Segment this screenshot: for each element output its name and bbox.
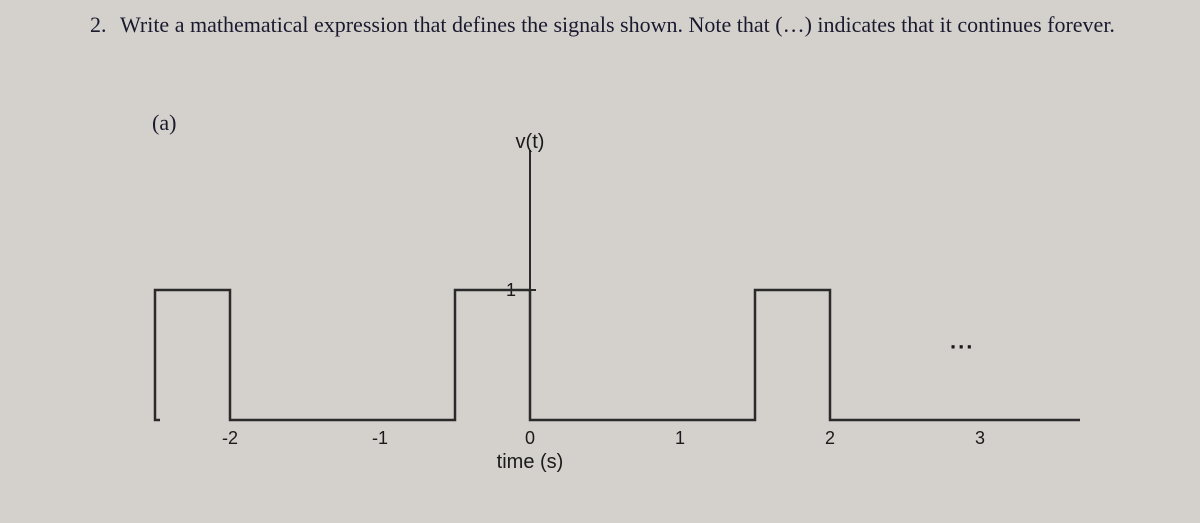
ellipsis-left: ... xyxy=(140,329,142,354)
ellipsis-right: ... xyxy=(950,329,974,354)
x-tick-label: 1 xyxy=(675,428,685,448)
question-number: 2. xyxy=(90,10,107,41)
y-axis-label: v(t) xyxy=(516,131,545,153)
x-tick-label: 2 xyxy=(825,428,835,448)
x-tick-label: -1 xyxy=(372,428,388,448)
signal-chart: v(t)1-2-10123time (s)...... xyxy=(140,130,1100,500)
page-container: 2. Write a mathematical expression that … xyxy=(0,0,1200,523)
x-axis-label: time (s) xyxy=(497,451,564,473)
x-tick-label: 0 xyxy=(525,428,535,448)
question-text-block: 2. Write a mathematical expression that … xyxy=(120,10,1160,41)
signal-svg: v(t)1-2-10123time (s)...... xyxy=(140,130,1100,500)
x-tick-label: 3 xyxy=(975,428,985,448)
question-body: Write a mathematical expression that def… xyxy=(120,12,1115,37)
signal-waveform xyxy=(155,290,1080,420)
x-tick-label: -2 xyxy=(222,428,238,448)
